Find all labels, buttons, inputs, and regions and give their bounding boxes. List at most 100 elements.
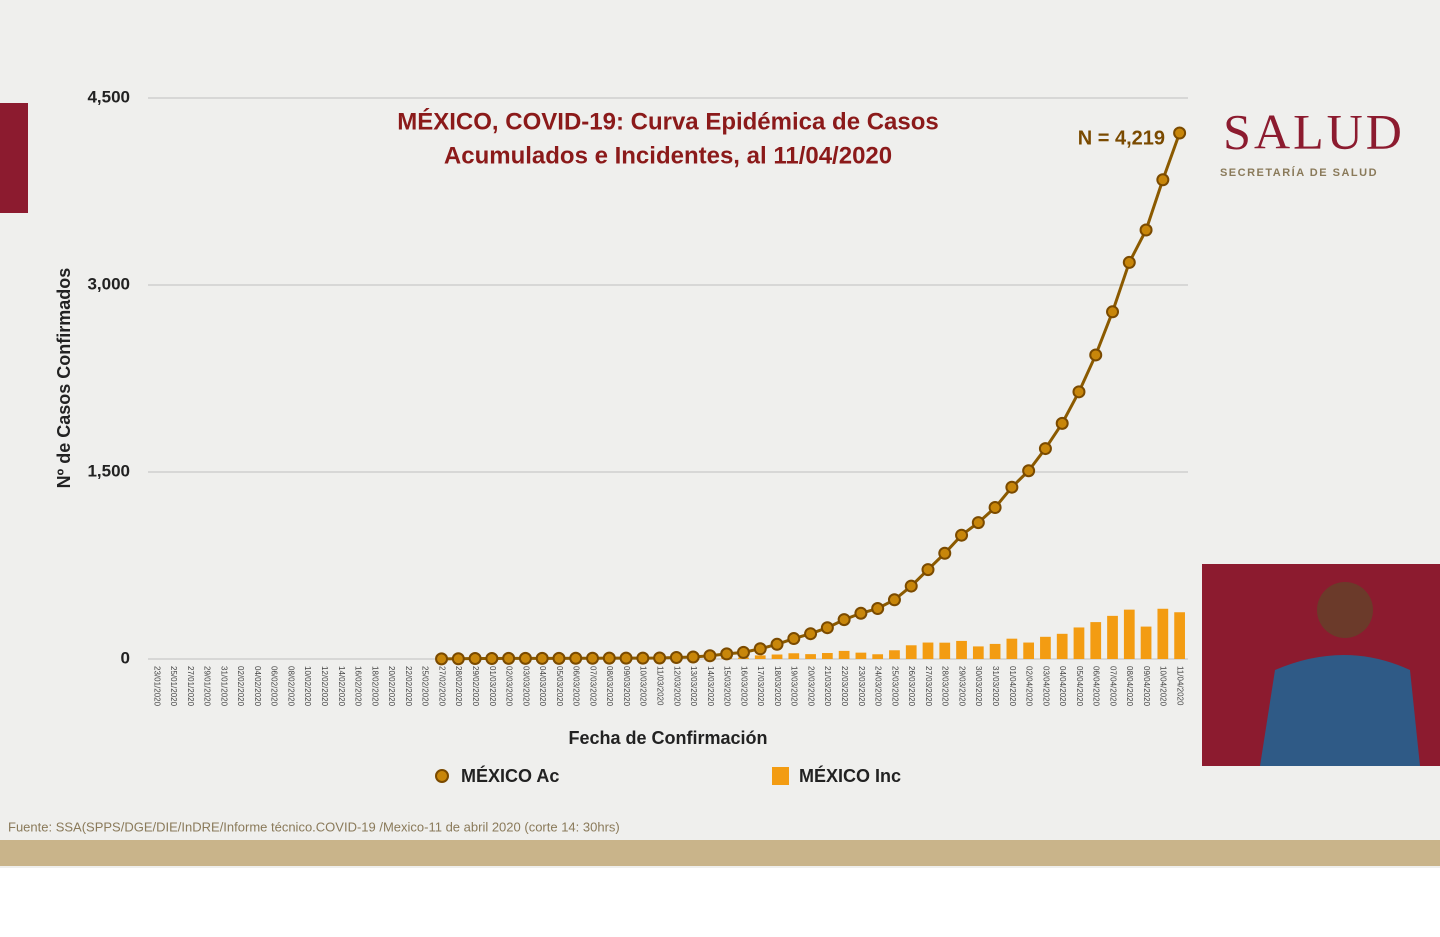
bar [972,646,984,659]
point [518,651,532,665]
bar [1090,622,1102,659]
bar [1040,636,1051,659]
point [971,516,985,530]
x-tick-label: 09/03/2020 [622,666,631,707]
x-tick-label: 20/03/2020 [806,666,815,707]
x-tick-label: 22/02/2020 [404,666,413,707]
bar [821,653,833,659]
point [887,593,901,607]
x-tick-label: 05/04/2020 [1075,666,1084,707]
bar [989,643,1001,659]
x-tick-label: 09/04/2020 [1142,666,1151,707]
x-tick-label: 02/03/2020 [505,666,514,707]
point [653,651,667,665]
point [1072,385,1086,399]
point [686,650,700,664]
x-tick-label: 24/03/2020 [874,666,883,707]
interpreter-head [1317,582,1373,638]
point [1022,464,1036,478]
x-tick-label: 14/02/2020 [337,666,346,707]
x-tick-label: 10/03/2020 [639,666,648,707]
point [586,651,600,665]
x-tick-label: 25/02/2020 [421,666,430,707]
x-tick-label: 25/03/2020 [890,666,899,707]
x-tick-label: 10/04/2020 [1159,666,1168,707]
annotation: N = 4,219 [1078,127,1165,149]
x-tick-label: 06/03/2020 [572,666,581,707]
x-tick-label: 30/03/2020 [974,666,983,707]
x-tick-label: 29/01/2020 [203,666,212,707]
x-tick-label: 28/03/2020 [941,666,950,707]
y-tick-label: 4,500 [87,87,130,106]
x-tick-label: 04/04/2020 [1058,666,1067,707]
x-tick-label: 27/03/2020 [924,666,933,707]
x-tick-label: 13/03/2020 [689,666,698,707]
bar [754,655,766,659]
x-tick-label: 31/01/2020 [219,666,228,707]
x-tick-label: 23/03/2020 [857,666,866,707]
x-tick-label: 06/04/2020 [1092,666,1101,707]
x-tick-label: 14/03/2020 [706,666,715,707]
point [1122,255,1136,269]
point [619,651,633,665]
x-tick-label: 10/02/2020 [303,666,312,707]
bar [1174,612,1185,659]
point [720,647,734,661]
x-tick-label: 06/02/2020 [270,666,279,707]
bar [1157,608,1169,659]
x-tick-label: 05/03/2020 [555,666,564,707]
logo: SALUD [1223,103,1405,159]
x-tick-label: 18/02/2020 [370,666,379,707]
point [753,642,767,656]
x-tick-label: 02/04/2020 [1025,666,1034,707]
point [988,501,1002,515]
bar [1073,627,1085,659]
point [955,528,969,542]
point [854,606,868,620]
bar [1123,609,1135,659]
point [703,649,717,663]
point [552,651,566,665]
x-tick-label: 15/03/2020 [723,666,732,707]
y-axis-label: Nº de Casos Confirmados [54,268,74,489]
point [904,579,918,593]
x-tick-label: 11/04/2020 [1176,666,1185,706]
point [1173,126,1187,140]
point [1156,173,1170,187]
x-tick-label: 01/04/2020 [1008,666,1017,707]
side-bar [0,103,28,213]
x-tick-label: 23/01/2020 [152,666,161,707]
x-tick-label: 01/03/2020 [488,666,497,707]
x-tick-label: 04/02/2020 [253,666,262,707]
chart-title: MÉXICO, COVID-19: Curva Epidémica de Cas… [397,107,939,135]
x-tick-label: 20/02/2020 [387,666,396,707]
bar [905,645,917,659]
point [451,652,465,666]
x-tick-label: 26/03/2020 [907,666,916,707]
legend-label: MÉXICO Ac [461,765,559,786]
chart-title: Acumulados e Incidentes, al 11/04/2020 [444,142,892,169]
point [502,651,516,665]
point [1005,480,1019,494]
bar [805,654,816,659]
point [938,546,952,560]
point [485,652,499,666]
y-tick-label: 1,500 [87,461,130,480]
x-tick-label: 27/02/2020 [437,666,446,707]
bar [889,650,900,659]
bar [1006,638,1018,659]
point [787,632,801,646]
x-tick-label: 04/03/2020 [538,666,547,707]
x-tick-label: 08/03/2020 [605,666,614,707]
legend-marker [772,767,789,785]
interpreter-body [1260,655,1420,766]
x-tick-label: 07/04/2020 [1108,666,1117,707]
x-tick-label: 19/03/2020 [790,666,799,707]
y-tick-label: 0 [121,648,130,667]
legend-label: MÉXICO Inc [799,765,901,786]
bar [939,642,951,659]
logo-subtitle: SECRETARÍA DE SALUD [1220,166,1378,179]
point [804,627,818,641]
